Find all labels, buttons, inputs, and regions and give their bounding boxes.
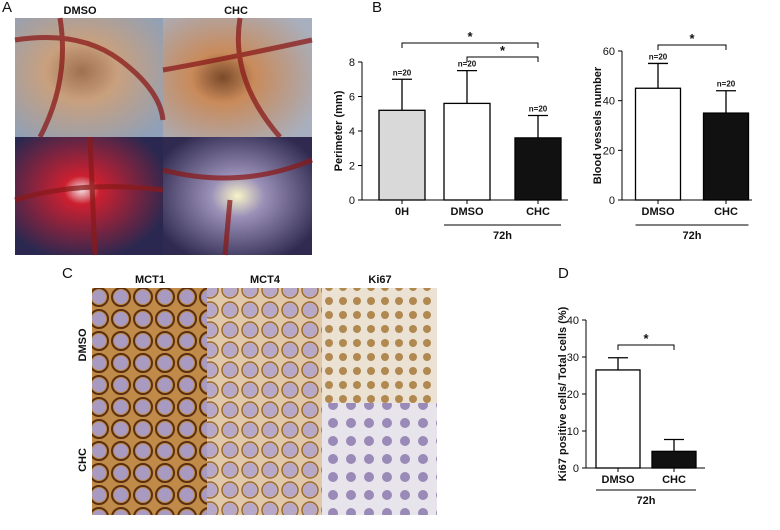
photo-label: CHC	[224, 5, 248, 17]
photo-label: MCT1	[135, 274, 165, 286]
photo-label: MCT4	[250, 274, 281, 286]
significance-bracket	[617, 344, 675, 350]
bar-note: n=20	[649, 52, 668, 61]
y-axis-label: Ki67 positive cells/ Total cells (%)	[557, 306, 569, 481]
significance-bracket	[657, 44, 727, 50]
x-tick-label: CHC	[714, 206, 738, 218]
bar	[634, 87, 682, 201]
x-tick-label: CHC	[662, 474, 686, 486]
x-tick-label: DMSO	[602, 474, 635, 486]
significance-label: *	[689, 31, 695, 46]
bar-note: n=20	[458, 60, 477, 69]
panel-label: A	[2, 0, 12, 16]
significance-bracket	[466, 56, 539, 62]
y-tick-label: 40	[567, 315, 579, 327]
photo-label: DMSO	[77, 328, 89, 361]
x-tick-label: CHC	[526, 206, 550, 218]
significance-label: *	[500, 43, 506, 58]
y-axis-label: Blood vessels number	[592, 66, 604, 184]
y-tick-label: 20	[603, 145, 615, 157]
y-tick-label: 6	[349, 92, 355, 104]
photos-c: MCT1 MCT4 Ki67 DMSO CHC	[77, 274, 437, 515]
y-tick-label: 10	[567, 426, 579, 438]
photos-a: DMSO CHC	[14, 5, 313, 256]
photo-label: CHC	[77, 448, 89, 472]
panel-label: D	[558, 265, 569, 282]
bar	[443, 102, 491, 201]
x-tick-label: DMSO	[642, 206, 675, 218]
photo-label: Ki67	[368, 274, 391, 286]
significance-label: *	[643, 331, 649, 346]
bar	[595, 369, 641, 469]
y-tick-label: 40	[603, 96, 615, 108]
y-tick-label: 20	[567, 389, 579, 401]
y-tick-label: 0	[349, 195, 355, 207]
y-tick-label: 8	[349, 57, 355, 69]
bar-note: n=20	[717, 80, 736, 89]
y-tick-label: 60	[603, 46, 615, 58]
panel-label: C	[62, 265, 73, 282]
bar	[702, 112, 750, 201]
significance-label: *	[467, 29, 473, 44]
y-tick-label: 30	[567, 352, 579, 364]
bar-note: n=20	[529, 104, 548, 113]
y-tick-label: 0	[573, 463, 579, 475]
y-tick-label: 0	[609, 195, 615, 207]
x-tick-label: DMSO	[451, 206, 484, 218]
y-tick-label: 4	[349, 126, 355, 138]
group-label: 72h	[683, 230, 702, 242]
y-axis-label: Perimeter (mm)	[333, 90, 345, 171]
group-label: 72h	[637, 495, 656, 507]
group-label: 72h	[493, 230, 512, 242]
bar-note: n=20	[393, 68, 412, 77]
y-tick-label: 2	[349, 161, 355, 173]
bar	[651, 450, 697, 469]
bar	[378, 109, 426, 201]
significance-bracket	[401, 42, 539, 48]
photo-label: DMSO	[64, 5, 97, 17]
bar	[514, 137, 562, 201]
panel-label: B	[372, 0, 382, 16]
x-tick-label: 0H	[395, 206, 409, 218]
